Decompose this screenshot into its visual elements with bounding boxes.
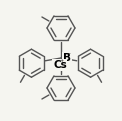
- Text: Cs: Cs: [53, 60, 67, 70]
- Text: ⁻: ⁻: [66, 50, 71, 59]
- Text: B: B: [63, 53, 71, 63]
- Text: ⁺: ⁺: [60, 57, 64, 67]
